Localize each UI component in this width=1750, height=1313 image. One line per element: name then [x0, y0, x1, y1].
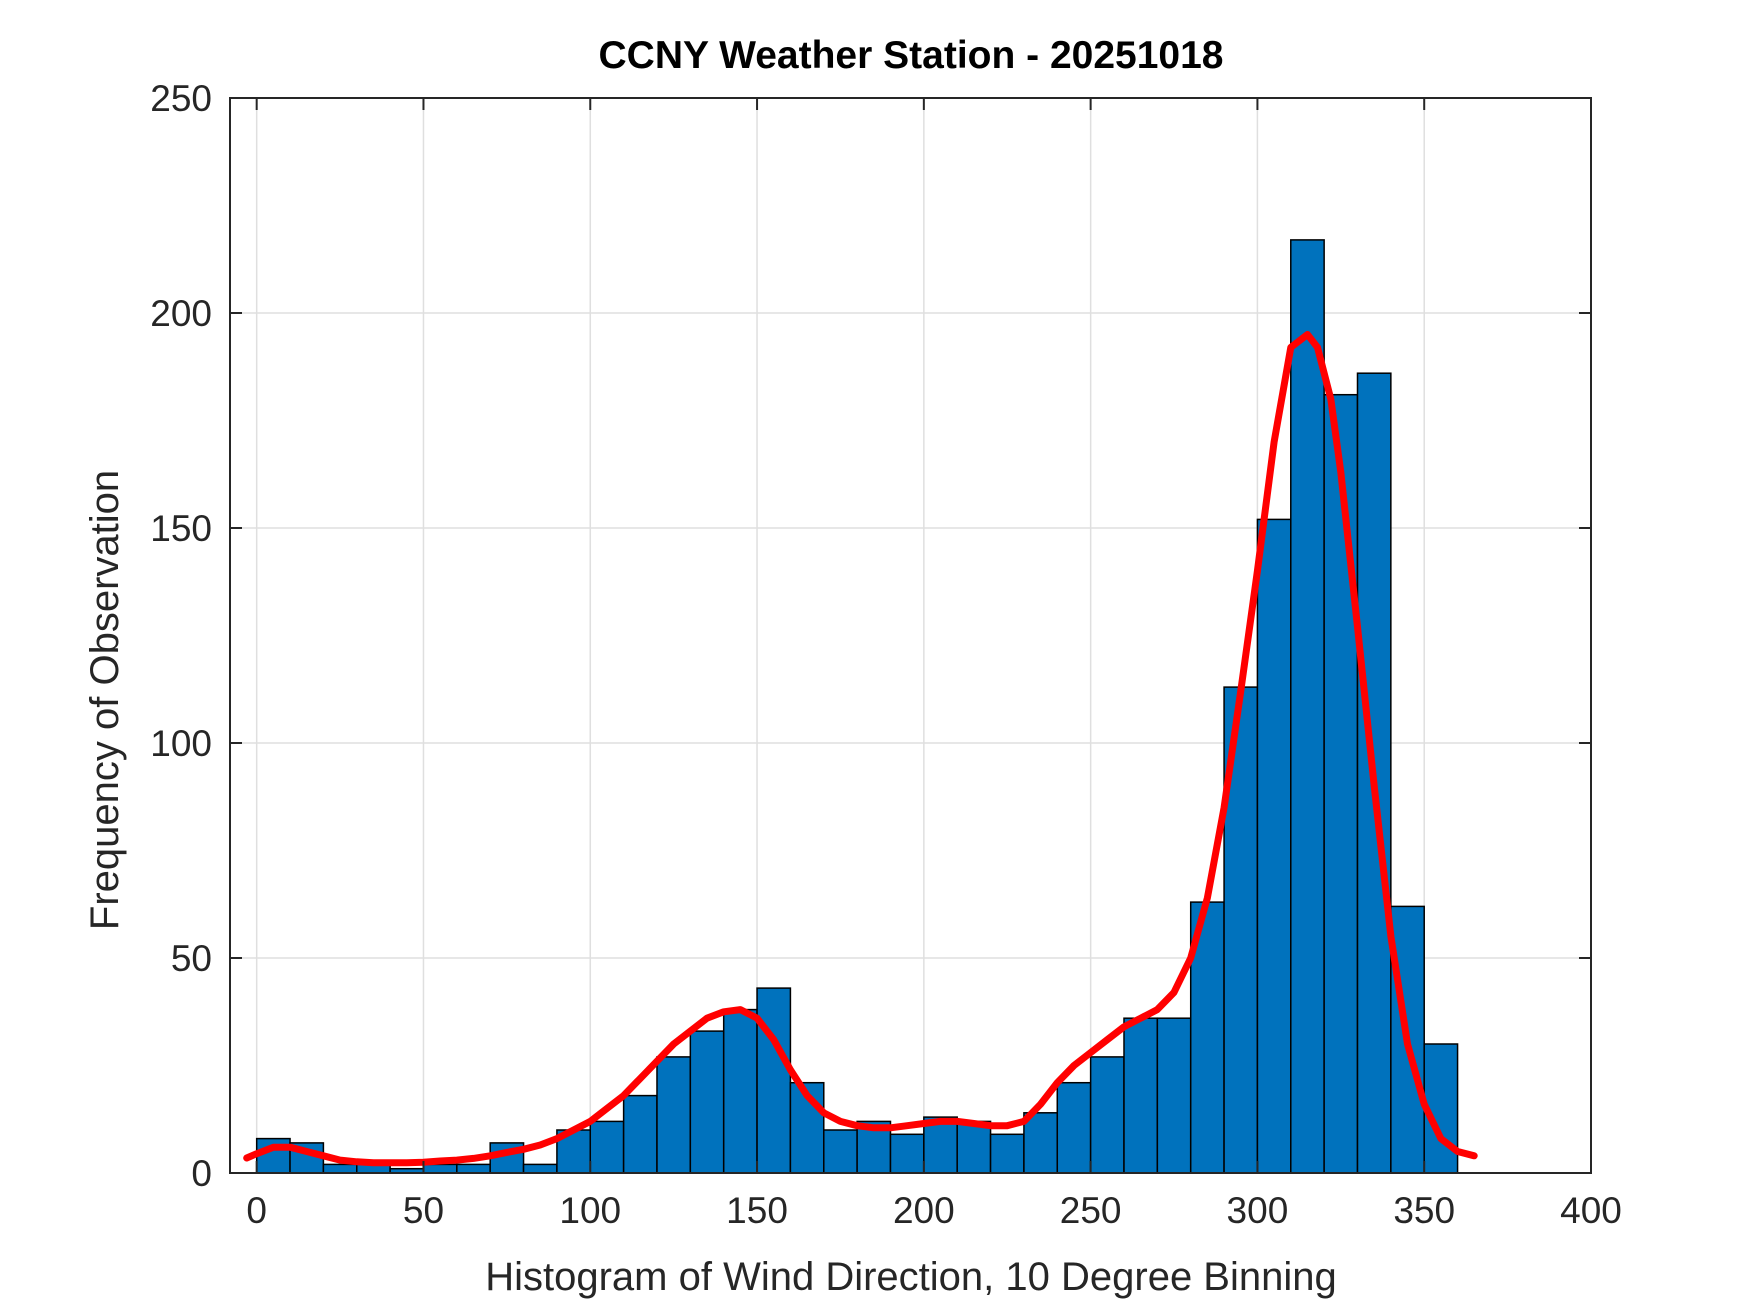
histogram-bar-11	[622, 1094, 658, 1174]
histogram-bar-20	[923, 1116, 958, 1174]
histogram-bar-6	[456, 1163, 491, 1174]
y-tick-label-4: 200	[150, 293, 212, 334]
x-tick-label-2: 100	[559, 1190, 621, 1231]
histogram-bar-15	[756, 987, 792, 1174]
histogram-bar-8	[522, 1163, 558, 1174]
histogram-bar-25	[1089, 1056, 1125, 1174]
x-tick-label-6: 300	[1227, 1190, 1289, 1231]
histogram-bar-26	[1123, 1017, 1159, 1174]
chart-title: CCNY Weather Station - 20251018	[599, 34, 1224, 77]
histogram-bar-21	[956, 1120, 992, 1174]
x-tick-label-5: 250	[1060, 1190, 1122, 1231]
y-tick-label-1: 50	[171, 938, 212, 979]
x-tick-label-4: 200	[893, 1190, 955, 1231]
x-tick-label-1: 50	[403, 1190, 444, 1231]
x-tick-label-7: 350	[1393, 1190, 1455, 1231]
density-curve-layer	[243, 331, 1478, 1167]
x-tick-label-3: 150	[726, 1190, 788, 1231]
histogram-bar-19	[889, 1133, 925, 1174]
histogram-bar-14	[722, 1008, 758, 1174]
plot-frame	[229, 97, 1592, 1174]
histogram-bar-13	[689, 1030, 725, 1174]
y-axis-label: Frequency of Observation	[83, 470, 127, 930]
density-curve-line	[243, 331, 1478, 1167]
histogram-bar-24	[1056, 1081, 1092, 1174]
x-tick-label-0: 0	[246, 1190, 267, 1231]
histogram-bar-5	[422, 1163, 458, 1174]
x-tick-label-8: 400	[1560, 1190, 1622, 1231]
histogram-bar-23	[1023, 1112, 1059, 1174]
histogram-bar-2	[322, 1163, 358, 1174]
histogram-bar-31	[1290, 239, 1325, 1174]
histogram-bar-27	[1156, 1017, 1192, 1174]
histogram-bar-17	[823, 1129, 858, 1174]
x-axis-label: Histogram of Wind Direction, 10 Degree B…	[485, 1255, 1337, 1299]
y-tick-label-5: 250	[150, 78, 212, 119]
histogram-bar-12	[656, 1056, 692, 1174]
histogram-bar-22	[989, 1133, 1025, 1174]
y-tick-label-2: 100	[150, 723, 212, 764]
histogram-bar-30	[1256, 518, 1292, 1174]
histogram-bar-32	[1323, 393, 1359, 1174]
y-tick-label-0: 0	[191, 1153, 212, 1194]
histogram-bars	[255, 239, 1459, 1174]
axes-frame	[229, 97, 1592, 1174]
histogram-bar-10	[589, 1120, 625, 1174]
tick-labels: 0 50 100 150 200 250 300 350 400 0 50 100 150 200 250	[150, 78, 1622, 1231]
y-tick-label-3: 150	[150, 508, 212, 549]
